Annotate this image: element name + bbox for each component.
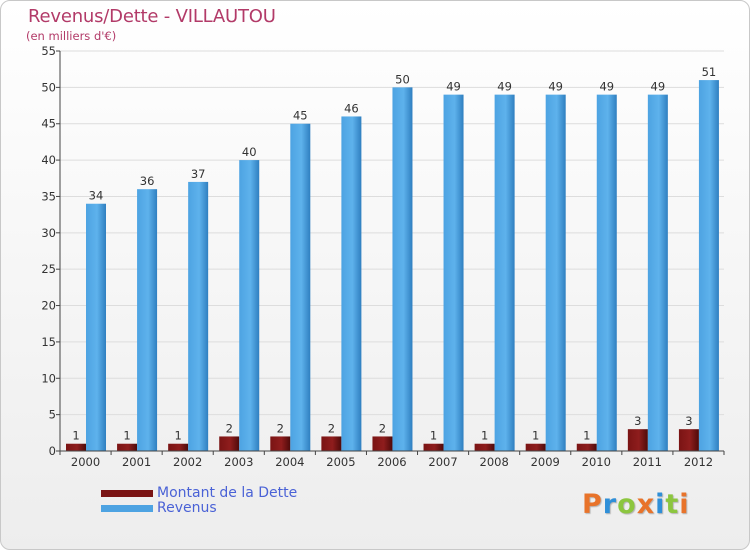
x-tick-label: 2010: [582, 455, 611, 469]
debt-bar: [576, 443, 597, 451]
debt-bar: [321, 436, 342, 451]
legend-swatch-revenue: [101, 505, 153, 512]
revenue-value-label: 34: [89, 189, 104, 203]
x-tick-label: 2011: [633, 455, 662, 469]
y-tick-label: 35: [41, 189, 56, 203]
debt-value-label: 1: [174, 429, 181, 443]
debt-bar: [678, 429, 699, 451]
revenue-bar: [290, 123, 311, 452]
revenue-bar: [188, 181, 209, 451]
x-tick-label: 2012: [684, 455, 713, 469]
revenue-bar: [494, 94, 515, 452]
revenue-value-label: 40: [242, 145, 257, 159]
legend-label-revenue: Revenus: [157, 500, 217, 516]
y-tick-label: 20: [41, 299, 56, 313]
legend-label-debt: Montant de la Dette: [157, 485, 298, 501]
revenue-value-label: 49: [497, 80, 512, 94]
x-tick-label: 2009: [531, 455, 560, 469]
proxiti-logo: Proxiti: [582, 489, 690, 520]
logo-letter: r: [602, 489, 618, 520]
x-tick-label: 2001: [122, 455, 151, 469]
x-tick-label: 2008: [480, 455, 509, 469]
x-tick-label: 2003: [224, 455, 253, 469]
debt-bar: [168, 443, 189, 451]
debt-bar: [66, 443, 86, 451]
debt-value-label: 1: [532, 429, 539, 443]
logo-letter: o: [617, 489, 637, 520]
revenue-bar: [86, 203, 106, 451]
logo-letter: i: [655, 489, 666, 520]
revenue-value-label: 37: [191, 167, 206, 181]
labels: 0 5 10 15 20 25 30 35 40 45 50 55 1 34 2000 1 36 2001 1 37 2…: [41, 44, 716, 469]
debt-bar: [117, 443, 138, 451]
y-tick-label: 15: [41, 335, 56, 349]
revenue-value-label: 46: [344, 101, 359, 115]
debt-value-label: 2: [328, 421, 335, 435]
debt-bar: [627, 429, 648, 451]
x-tick-label: 2002: [173, 455, 202, 469]
debt-value-label: 2: [277, 421, 284, 435]
revenue-bar: [443, 94, 464, 452]
debt-bar: [525, 443, 546, 451]
debt-value-label: 1: [430, 429, 437, 443]
x-tick-label: 2006: [377, 455, 406, 469]
y-tick-label: 0: [49, 444, 56, 458]
debt-bar: [219, 436, 240, 451]
x-tick-label: 2007: [428, 455, 457, 469]
y-tick-label: 10: [41, 371, 56, 385]
revenue-bar: [137, 189, 158, 451]
debt-value-label: 1: [123, 429, 130, 443]
debt-value-label: 3: [634, 414, 641, 428]
revenue-bar: [392, 87, 413, 451]
debt-value-label: 1: [481, 429, 488, 443]
revenue-value-label: 49: [446, 80, 461, 94]
y-tick-label: 55: [41, 44, 56, 58]
debt-value-label: 2: [379, 421, 386, 435]
y-tick-label: 50: [41, 80, 56, 94]
logo-letter: P: [582, 489, 603, 520]
y-tick-label: 30: [41, 226, 56, 240]
debt-value-label: 2: [226, 421, 233, 435]
x-tick-label: 2004: [275, 455, 304, 469]
debt-value-label: 3: [685, 414, 692, 428]
logo-letter: x: [636, 489, 656, 520]
bars: [66, 80, 719, 452]
revenue-value-label: 49: [548, 80, 563, 94]
revenue-bar: [341, 116, 362, 452]
debt-bar: [372, 436, 393, 451]
debt-bar: [270, 436, 291, 451]
y-tick-label: 45: [41, 117, 56, 131]
axes: [56, 50, 725, 455]
chart-title: Revenus/Dette - VILLAUTOU: [28, 6, 276, 27]
y-tick-label: 40: [41, 153, 56, 167]
revenue-value-label: 49: [599, 80, 614, 94]
x-tick-label: 2005: [326, 455, 355, 469]
logo-letter: t: [665, 489, 680, 520]
y-tick-label: 25: [41, 262, 56, 276]
revenue-value-label: 51: [702, 65, 717, 79]
revenue-value-label: 45: [293, 109, 308, 123]
revenue-bar: [647, 94, 668, 452]
debt-bar: [474, 443, 495, 451]
revenue-bar: [596, 94, 617, 452]
chart-subtitle: (en milliers d'€): [26, 29, 117, 43]
debt-value-label: 1: [583, 429, 590, 443]
x-tick-label: 2000: [71, 455, 100, 469]
revenue-value-label: 50: [395, 72, 410, 86]
revenue-value-label: 36: [140, 174, 155, 188]
debt-bar: [423, 443, 444, 451]
revenue-bar: [545, 94, 566, 452]
y-tick-label: 5: [49, 408, 56, 422]
grid-lines: [60, 50, 724, 416]
revenue-bar: [239, 160, 260, 451]
logo-letter: i: [679, 489, 690, 520]
legend-swatch-debt: [101, 490, 153, 497]
revenue-value-label: 49: [651, 80, 666, 94]
revenue-bar: [698, 80, 719, 451]
debt-value-label: 1: [72, 429, 79, 443]
